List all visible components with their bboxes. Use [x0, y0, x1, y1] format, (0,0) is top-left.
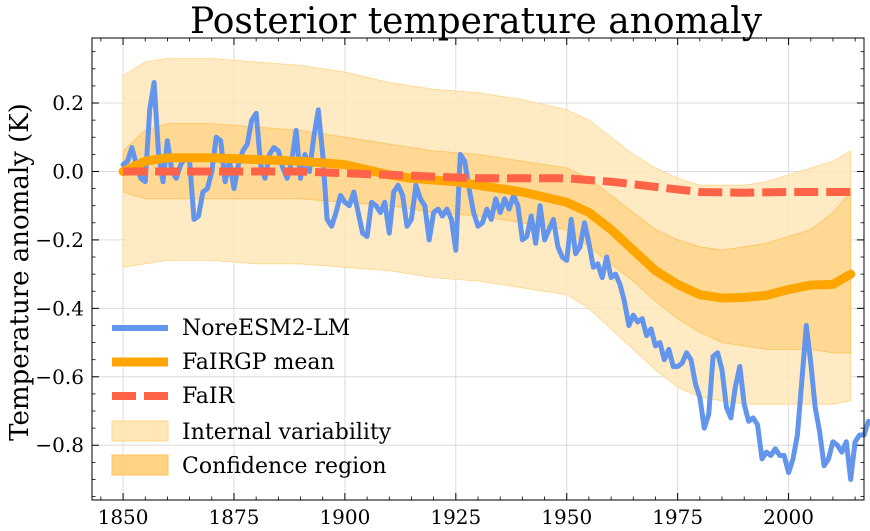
x-tick-label: 1950 — [541, 505, 592, 529]
x-tick-label: 1975 — [652, 505, 703, 529]
ticks — [92, 38, 864, 500]
legend-label-fairgp: FaIRGP mean — [182, 350, 335, 375]
legend-label-internal: Internal variability — [182, 420, 392, 445]
y-axis-label: Temperature anomaly (K) — [5, 103, 35, 441]
legend: NoreESM2-LM FaIRGP mean FaIR Internal va… — [111, 316, 392, 479]
fairgp-mean-line — [118, 153, 856, 303]
x-tick-label: 1850 — [98, 505, 149, 529]
noresm-series-line — [120, 80, 870, 482]
y-tick-label: −0.2 — [35, 228, 84, 252]
legend-label-noresm: NoreESM2-LM — [182, 316, 350, 341]
lines — [118, 80, 870, 482]
x-tick-label: 1925 — [430, 505, 481, 529]
legend-label-confidence: Confidence region — [182, 454, 387, 479]
x-tick-label: 1875 — [209, 505, 260, 529]
fair-series-line — [123, 167, 851, 197]
legend-swatch-internal — [111, 420, 169, 442]
legend-label-fair: FaIR — [182, 384, 236, 409]
y-tick-label: −0.8 — [35, 433, 84, 457]
x-tick-label: 2000 — [763, 505, 814, 529]
y-tick-label: −0.6 — [35, 365, 84, 389]
y-tick-label: 0.0 — [52, 159, 84, 183]
legend-swatch-confidence — [111, 454, 169, 476]
chart-title: Posterior temperature anomaly — [190, 1, 763, 42]
y-tick-label: 0.2 — [52, 91, 84, 115]
x-tick-label: 1900 — [319, 505, 370, 529]
y-tick-label: −0.4 — [35, 296, 84, 320]
tick-labels: 1850 1875 1900 1925 1950 1975 2000 0.2 0.0 −0.2 −0… — [35, 91, 814, 529]
